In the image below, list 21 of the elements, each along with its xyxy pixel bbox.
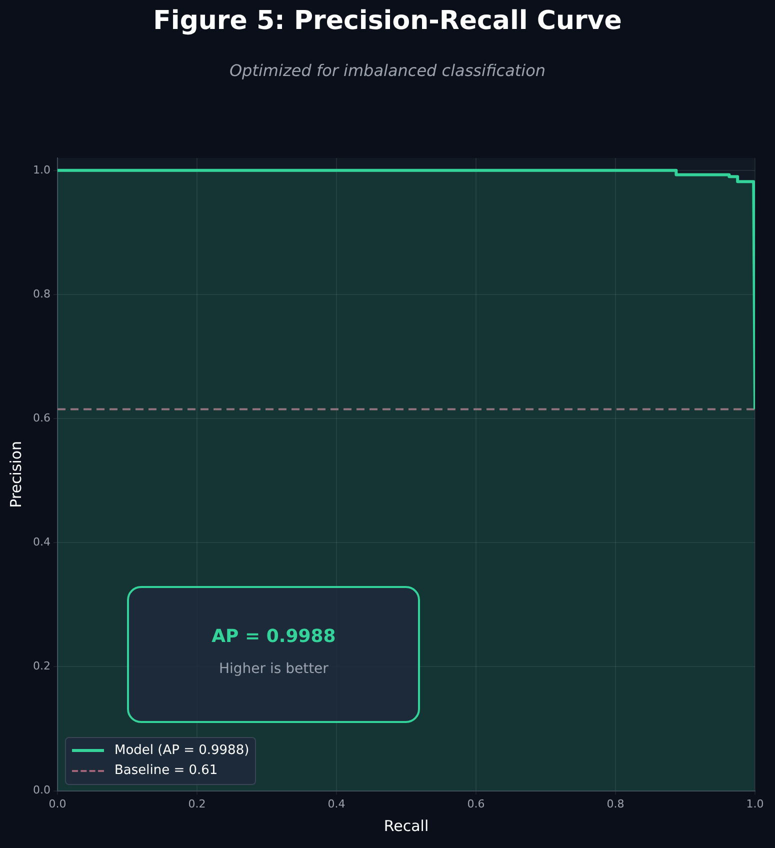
x-tick-label: 0.2 <box>188 797 206 810</box>
y-tick-label: 0.8 <box>32 287 50 300</box>
legend-label: Baseline = 0.61 <box>114 763 218 778</box>
x-axis-title: Recall <box>384 816 429 835</box>
y-tick-label: 0.6 <box>32 411 50 424</box>
y-tick-label: 0.0 <box>32 784 50 797</box>
y-tick-label: 1.0 <box>32 163 50 176</box>
x-tick-label: 1.0 <box>746 797 764 810</box>
x-tick-label: 0.0 <box>48 797 66 810</box>
x-tick-label: 0.8 <box>606 797 624 810</box>
chart-title: Figure 5: Precision-Recall Curve <box>152 6 623 36</box>
annotation: Higher is better <box>218 661 330 678</box>
y-tick-label: 0.4 <box>32 536 50 549</box>
annotation: AP = 0.9988 <box>210 626 337 648</box>
rounded-box: AP = 0.9988 Higher is better <box>127 586 420 723</box>
x-tick-label: 0.6 <box>467 797 485 810</box>
x-tick-label: 0.4 <box>328 797 346 810</box>
y-tick-label: 0.2 <box>32 660 50 673</box>
legend-label: Model (AP = 0.9988) <box>114 743 250 758</box>
chart-subtitle: Optimized for imbalanced classification <box>228 61 547 80</box>
y-axis-title: Precision <box>6 440 25 508</box>
